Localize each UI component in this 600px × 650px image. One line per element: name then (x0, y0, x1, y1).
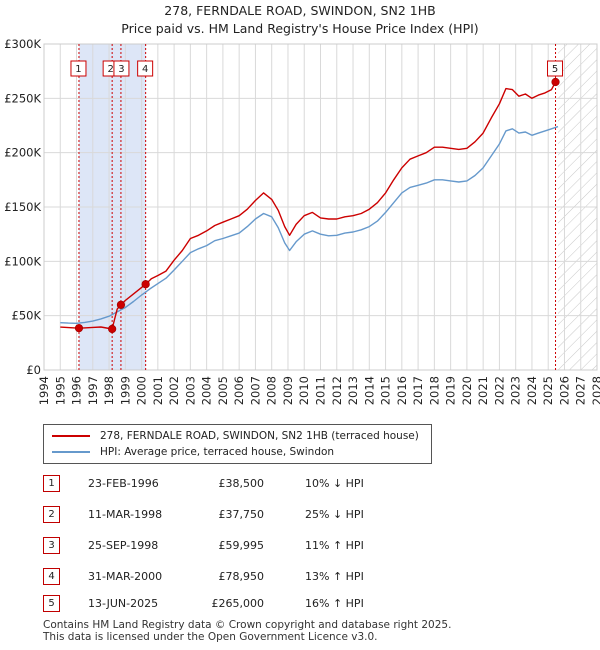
sale-price: £78,950 (218, 570, 265, 583)
x-tick-label: 1997 (86, 376, 100, 405)
sale-price: £37,750 (218, 508, 265, 521)
x-tick-label: 2028 (590, 376, 600, 405)
footer: Contains HM Land Registry data © Crown c… (43, 619, 451, 643)
sale-row: 1 23-FEB-1996 £38,500 10% ↓ HPI (43, 475, 463, 493)
sale-label-box (547, 60, 564, 77)
sale-number-badge: 5 (43, 595, 60, 612)
sale-row: 5 13-JUN-2025 £265,000 16% ↑ HPI (43, 595, 463, 613)
sale-label: 5 (552, 64, 558, 75)
y-tick-label: £100K (4, 254, 41, 268)
sale-date: 11-MAR-1998 (88, 508, 163, 521)
x-tick-label: 2018 (427, 376, 441, 405)
x-tick-label: 2026 (557, 376, 571, 405)
sale-number-badge: 2 (43, 506, 60, 523)
sale-hpi-delta: 25% ↓ HPI (305, 508, 364, 521)
x-tick-label: 2010 (297, 376, 311, 405)
legend-item-hpi: HPI: Average price, terraced house, Swin… (52, 446, 334, 458)
sale-hpi-delta: 16% ↑ HPI (305, 597, 364, 610)
sale-label: 4 (142, 64, 148, 75)
x-tick-label: 2019 (444, 376, 458, 405)
sale-number-badge: 3 (43, 537, 60, 554)
sale-price: £38,500 (218, 477, 265, 490)
sale-hpi-delta: 10% ↓ HPI (305, 477, 364, 490)
sale-price: £59,995 (218, 539, 265, 552)
x-tick-label: 2024 (525, 376, 539, 405)
footer-copyright: Contains HM Land Registry data © Crown c… (43, 619, 452, 631)
sale-date: 23-FEB-1996 (88, 477, 159, 490)
x-tick-label: 1998 (102, 376, 116, 405)
sale-hpi-delta: 13% ↑ HPI (305, 570, 364, 583)
footer-licence: This data is licensed under the Open Gov… (43, 631, 378, 643)
sale-point (74, 324, 84, 333)
x-tick-label: 1999 (118, 376, 132, 405)
chart-title: 278, FERNDALE ROAD, SWINDON, SN2 1HB (164, 3, 436, 18)
sale-label-box (70, 60, 87, 77)
hpi-line (60, 125, 559, 324)
x-tick-label: 2012 (330, 376, 344, 405)
legend-label-hpi: HPI: Average price, terraced house, Swin… (100, 446, 335, 458)
x-tick-label: 2008 (265, 376, 279, 405)
sale-point (551, 77, 560, 87)
x-tick-label: 2006 (232, 376, 246, 405)
x-tick-label: 2009 (281, 376, 295, 405)
legend-swatch-hpi (52, 451, 90, 453)
legend-swatch-property (52, 435, 90, 437)
x-tick-label: 2003 (183, 376, 197, 405)
sale-label-box (113, 60, 130, 77)
x-tick-label: 2005 (216, 376, 230, 405)
y-tick-label: £50K (12, 309, 42, 323)
sale-date: 13-JUN-2025 (88, 597, 159, 610)
x-tick-label: 2016 (395, 376, 409, 405)
plot-border (43, 43, 598, 371)
x-tick-label: 2015 (379, 376, 393, 405)
x-tick-label: 2027 (574, 376, 588, 405)
x-tick-label: 2017 (411, 376, 425, 405)
sale-point (116, 300, 126, 309)
legend-label-property: 278, FERNDALE ROAD, SWINDON, SN2 1HB (te… (100, 430, 419, 442)
x-tick-label: 1994 (37, 376, 51, 405)
y-tick-label: £200K (4, 146, 41, 160)
sale-number-badge: 1 (43, 475, 60, 492)
sale-label: 2 (107, 64, 113, 75)
sale-hpi-delta: 11% ↑ HPI (305, 539, 364, 552)
sale-label: 3 (118, 64, 124, 75)
x-tick-label: 1995 (53, 376, 67, 405)
sale-row: 3 25-SEP-1998 £59,995 11% ↑ HPI (43, 537, 463, 555)
y-tick-label: £250K (4, 91, 41, 105)
x-tick-label: 2004 (200, 376, 214, 405)
sale-label-box (137, 60, 154, 77)
x-tick-label: 2002 (167, 376, 181, 405)
x-tick-label: 2000 (135, 376, 149, 405)
x-tick-label: 2023 (509, 376, 523, 405)
y-tick-label: £300K (4, 37, 41, 51)
sale-point (141, 280, 150, 289)
x-tick-label: 2022 (492, 376, 506, 405)
x-tick-label: 2001 (151, 376, 165, 405)
legend-item-property: 278, FERNDALE ROAD, SWINDON, SN2 1HB (te… (52, 430, 419, 442)
x-tick-label: 2011 (314, 376, 328, 405)
sale-row: 4 31-MAR-2000 £78,950 13% ↑ HPI (43, 568, 463, 586)
chart-subtitle: Price paid vs. HM Land Registry's House … (121, 21, 479, 36)
y-tick-label: £150K (4, 200, 41, 214)
x-tick-label: 1996 (70, 376, 84, 405)
y-tick-label: £0 (26, 363, 41, 377)
x-tick-label: 2025 (541, 376, 555, 405)
sale-date: 31-MAR-2000 (88, 570, 163, 583)
x-tick-label: 2021 (476, 376, 490, 405)
sale-label: 1 (75, 64, 81, 75)
x-tick-label: 2014 (362, 376, 376, 405)
sale-date: 25-SEP-1998 (88, 539, 159, 552)
chart-title-block: 278, FERNDALE ROAD, SWINDON, SN2 1HB Pri… (0, 2, 600, 38)
legend: 278, FERNDALE ROAD, SWINDON, SN2 1HB (te… (43, 424, 432, 464)
sale-point (108, 324, 117, 334)
sale-number-badge: 4 (43, 568, 60, 585)
x-tick-label: 2013 (346, 376, 360, 405)
sale-row: 2 11-MAR-1998 £37,750 25% ↓ HPI (43, 506, 463, 524)
x-tick-label: 2020 (460, 376, 474, 405)
sale-price: £265,000 (211, 597, 265, 610)
x-tick-label: 2007 (248, 376, 262, 405)
